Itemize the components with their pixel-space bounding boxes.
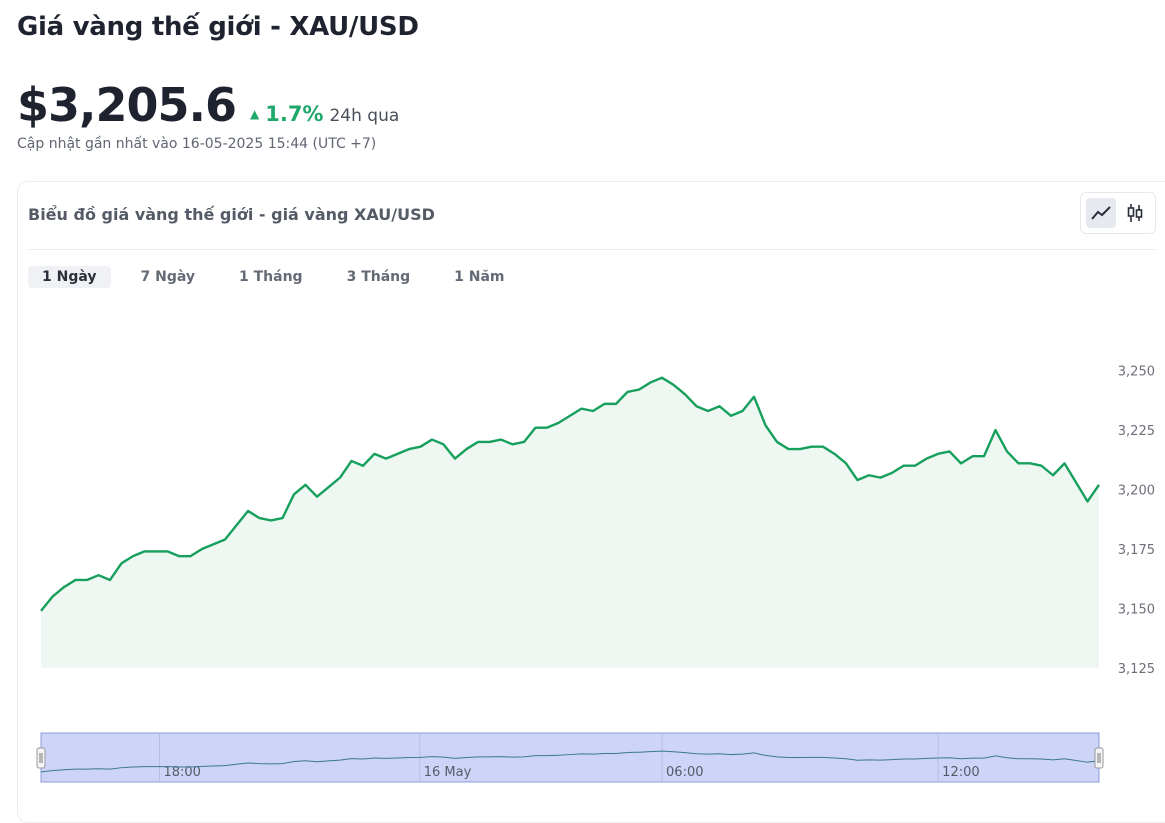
- y-tick-label: 3,175: [1118, 543, 1155, 558]
- tab-1-year[interactable]: 1 Năm: [454, 269, 505, 285]
- navigator-x-label: 12:00: [942, 765, 979, 780]
- navigator-right-handle[interactable]: [1094, 747, 1104, 769]
- chart-card: Biểu đồ giá vàng thế giới - giá vàng XAU…: [17, 181, 1165, 823]
- candlestick-button[interactable]: [1120, 198, 1150, 228]
- card-divider: [28, 249, 1156, 250]
- price-area: [41, 377, 1099, 668]
- line-chart-icon: [1091, 206, 1111, 220]
- tab-1-month[interactable]: 1 Tháng: [239, 269, 303, 285]
- tab-7-days[interactable]: 7 Ngày: [140, 269, 196, 285]
- page-title: Giá vàng thế giới - XAU/USD: [17, 12, 419, 42]
- tab-1-day[interactable]: 1 Ngày: [28, 266, 111, 288]
- navigator-x-label: 16 May: [424, 765, 472, 780]
- y-tick-label: 3,250: [1118, 365, 1155, 380]
- navigator-x-label: 06:00: [666, 765, 703, 780]
- price-line: [40, 376, 1100, 612]
- price-change: ▲ 1.7% 24h qua: [250, 102, 399, 126]
- navigator-window[interactable]: [40, 732, 1100, 783]
- period-tabs: 1 Ngày 7 Ngày 1 Tháng 3 Tháng 1 Năm: [28, 266, 535, 288]
- y-tick-label: 3,225: [1118, 424, 1155, 439]
- navigator-x-label: 18:00: [163, 765, 200, 780]
- y-tick-label: 3,125: [1118, 662, 1155, 677]
- line-chart-button[interactable]: [1086, 198, 1116, 228]
- candlestick-icon: [1127, 204, 1143, 222]
- price-row: $3,205.6 ▲ 1.7% 24h qua: [17, 78, 399, 132]
- navigator-line: [40, 750, 1100, 773]
- price-chart: 3,250 3,225 3,200 3,175 3,150 3,125 18:00 16 Ma…: [36, 365, 1155, 783]
- last-updated: Cập nhật gần nhất vào 16-05-2025 15:44 (…: [17, 136, 377, 152]
- tab-3-months[interactable]: 3 Tháng: [346, 269, 411, 285]
- chart-type-toggle: [1080, 192, 1156, 234]
- y-tick-label: 3,200: [1118, 484, 1155, 499]
- change-percent: 1.7%: [265, 102, 324, 126]
- up-arrow-icon: ▲: [250, 107, 260, 121]
- current-price: $3,205.6: [17, 78, 237, 132]
- navigator-left-handle[interactable]: [36, 747, 46, 769]
- chart-card-title: Biểu đồ giá vàng thế giới - giá vàng XAU…: [28, 205, 435, 224]
- y-tick-label: 3,150: [1118, 603, 1155, 618]
- change-period: 24h qua: [329, 106, 400, 126]
